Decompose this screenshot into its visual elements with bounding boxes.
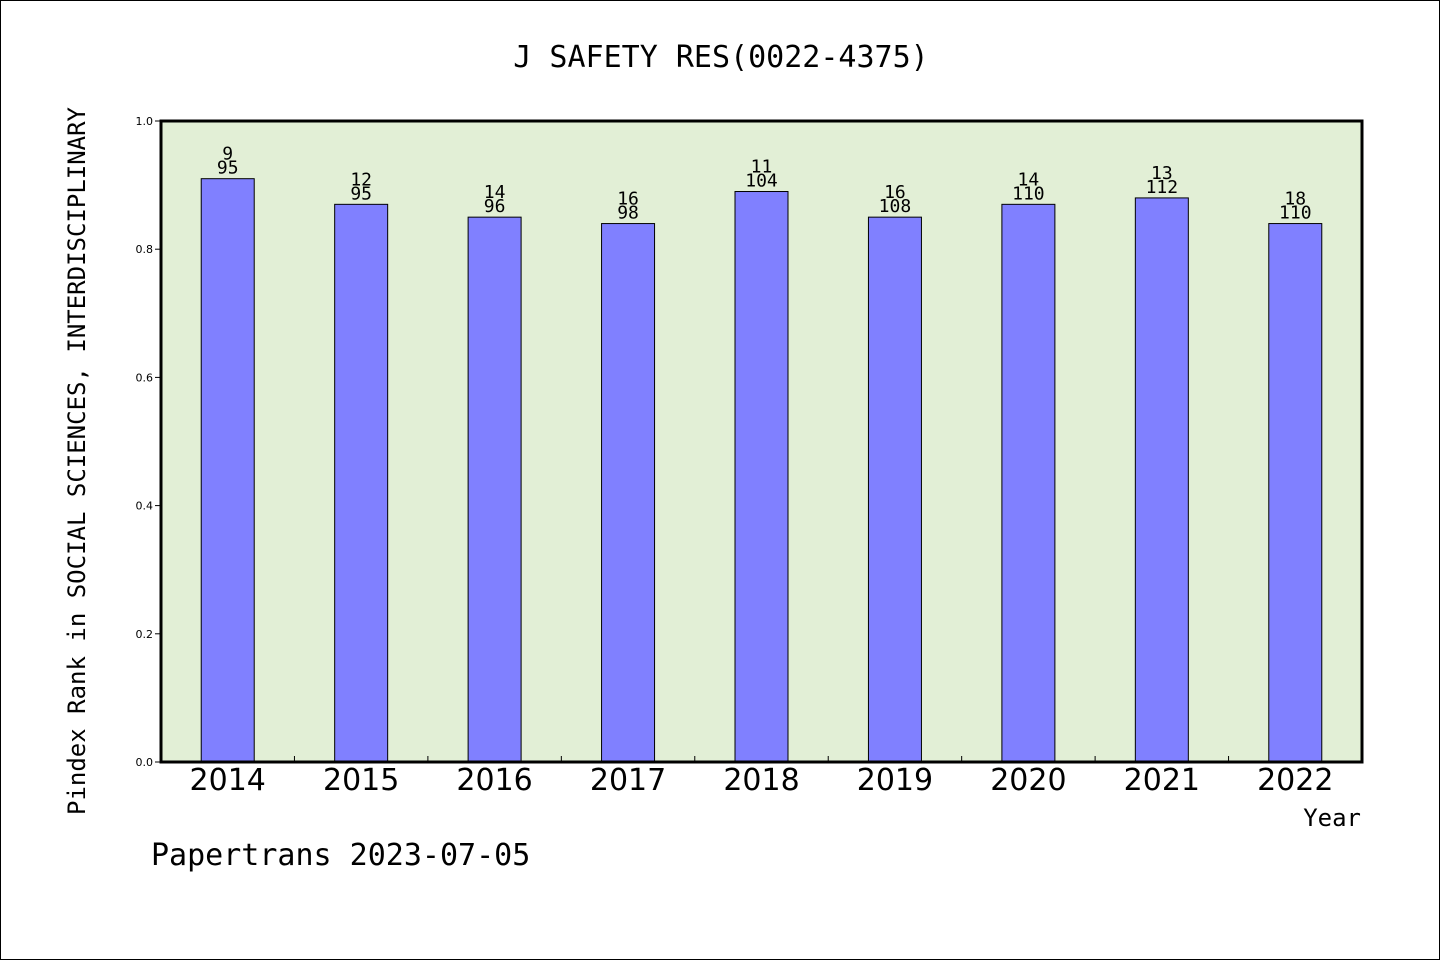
bar-label-total-2016: 96 <box>484 196 506 217</box>
x-tick-label-2022: 2022 <box>1257 763 1333 798</box>
y-axis-label: Pindex Rank in SOCIAL SCIENCES, INTERDIS… <box>63 106 91 815</box>
y-tick-label: 0.4 <box>136 500 154 513</box>
y-tick-label: 0.6 <box>136 371 154 384</box>
y-tick-label: 0.0 <box>136 756 154 769</box>
bar-2018 <box>734 191 789 763</box>
chart-title: J SAFETY RES(0022-4375) <box>513 40 928 75</box>
y-tick-label: 0.8 <box>136 243 154 256</box>
bar-label-total-2015: 95 <box>350 183 372 204</box>
bar-label-total-2021: 112 <box>1146 177 1179 198</box>
y-tick-label: 1.0 <box>136 115 154 128</box>
bar-2020 <box>1001 203 1056 763</box>
bar-label-rank-2015: 12 <box>350 169 372 190</box>
bars-group <box>200 178 1323 763</box>
bar-2021 <box>1134 197 1189 763</box>
bar-label-rank-2016: 14 <box>484 182 506 203</box>
bar-2015 <box>334 203 389 763</box>
bar-2019 <box>867 216 922 763</box>
bar-label-total-2018: 104 <box>745 171 778 192</box>
bar-label-total-2014: 95 <box>217 158 239 179</box>
x-tick-label-2020: 2020 <box>990 763 1066 798</box>
x-tick-label-2021: 2021 <box>1124 763 1200 798</box>
x-tick-label-2018: 2018 <box>723 763 799 798</box>
x-tick-label-2014: 2014 <box>190 763 266 798</box>
x-axis-label: Year <box>1303 804 1361 832</box>
bar-label-rank-2014: 9 <box>222 144 233 165</box>
x-tick-label-2019: 2019 <box>857 763 933 798</box>
bar-label-rank-2019: 16 <box>884 182 906 203</box>
bar-label-rank-2020: 14 <box>1018 169 1040 190</box>
bar-2017 <box>601 223 656 763</box>
bar-2016 <box>467 216 522 763</box>
x-tick-label-2017: 2017 <box>590 763 666 798</box>
bar-2014 <box>200 178 255 763</box>
bar-label-rank-2022: 18 <box>1284 189 1306 210</box>
y-tick-label: 0.2 <box>136 628 154 641</box>
bar-label-total-2019: 108 <box>879 196 912 217</box>
bar-label-total-2017: 98 <box>617 203 639 224</box>
bar-label-rank-2021: 13 <box>1151 163 1173 184</box>
bar-2022 <box>1268 223 1323 763</box>
x-tick-label-2015: 2015 <box>323 763 399 798</box>
x-axis-ticks: 2014 2015 2016 2017 2018 2019 2020 2021 2022 <box>190 756 1333 798</box>
plot-area <box>159 119 1364 764</box>
bar-label-total-2020: 110 <box>1012 183 1045 204</box>
x-tick-label-2016: 2016 <box>456 763 532 798</box>
bar-label-rank-2017: 16 <box>617 189 639 210</box>
footer-credit: Papertrans 2023-07-05 <box>151 838 530 873</box>
y-axis-ticks: 0.0 0.2 0.4 0.6 0.8 1.0 <box>136 115 161 769</box>
bar-label-rank-2018: 11 <box>751 157 773 178</box>
bar-label-total-2022: 110 <box>1279 203 1312 224</box>
